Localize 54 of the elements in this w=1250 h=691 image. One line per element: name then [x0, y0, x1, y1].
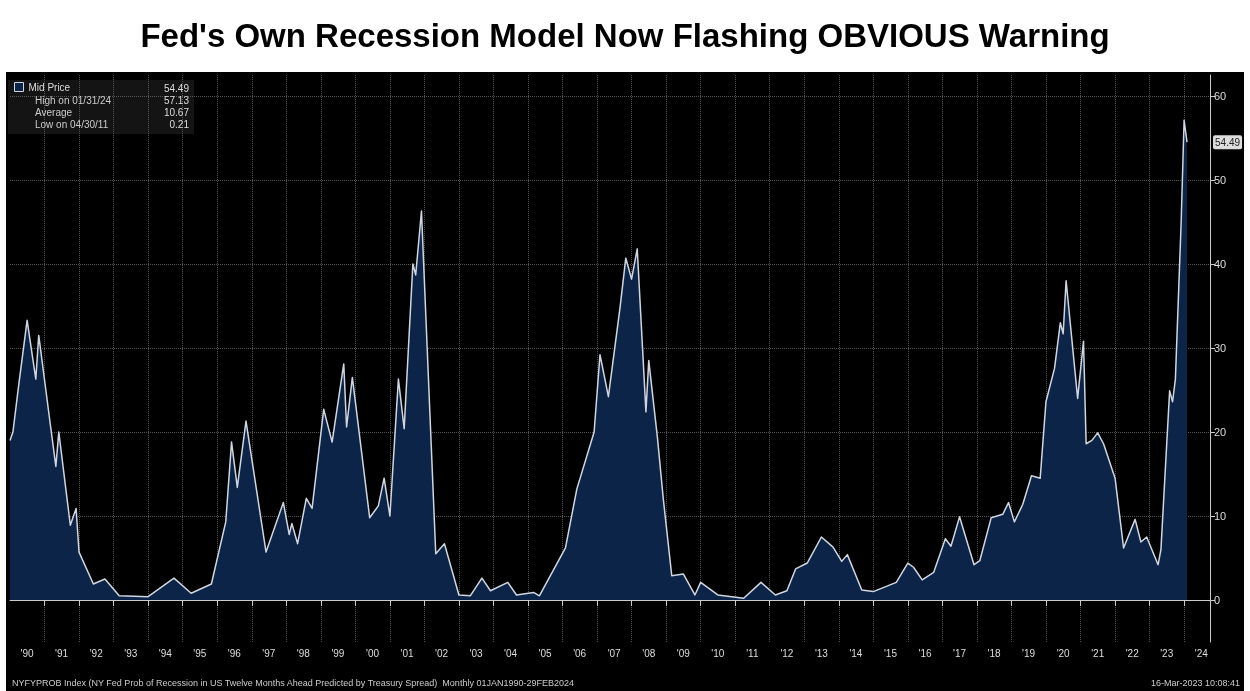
annotation: 54.49: [1215, 136, 1241, 148]
y-tick-label: 60: [1214, 90, 1227, 102]
annotation: Low on 04/30/11: [35, 118, 109, 130]
annotation: High on 01/31/24: [35, 94, 112, 106]
x-tick-label: '10: [711, 647, 725, 659]
x-tick-label: '07: [607, 647, 622, 659]
x-tick-label: '04: [504, 647, 518, 659]
x-tick-label: '94: [158, 647, 173, 659]
x-tick-label: '09: [676, 647, 691, 659]
x-tick-label: '99: [331, 647, 345, 659]
x-tick-label: '02: [434, 647, 449, 659]
y-tick-label: 0: [1214, 594, 1221, 606]
x-tick-label: '00: [365, 647, 380, 659]
x-tick-label: '24: [1194, 647, 1209, 659]
x-tick-label: '11: [746, 647, 759, 659]
x-tick-label: '93: [124, 647, 138, 659]
x-tick-label: '92: [89, 647, 104, 659]
x-tick-label: '05: [538, 647, 553, 659]
x-tick-label: '96: [227, 647, 242, 659]
x-tick-label: '15: [883, 647, 898, 659]
x-tick-label: '90: [20, 647, 35, 659]
annotation: 0.21: [169, 118, 190, 130]
x-tick-label: '01: [400, 647, 414, 659]
x-tick-label: '06: [573, 647, 587, 659]
text: NYFYPROB Index (NY Fed Prob of Recession in US Twelve Months Ahead Predicted by Treasury Spread) Monthly 01JAN1990-29FEB2024: [12, 677, 574, 688]
annotation: 10.67: [163, 106, 190, 118]
x-tick-label: '03: [469, 647, 483, 659]
chart-title: Fed's Own Recession Model Now Flashing OBVIOUS Warning: [140, 17, 1110, 54]
x-tick-label: '95: [193, 647, 207, 659]
x-tick-label: '23: [1160, 647, 1174, 659]
x-tick-label: '19: [1022, 647, 1036, 659]
y-tick-label: 40: [1214, 258, 1227, 270]
annotation: 57.13: [163, 94, 190, 106]
x-tick-label: '14: [849, 647, 863, 659]
text: 16-Mar-2023 10:08:41: [1150, 677, 1240, 688]
x-tick-label: '91: [55, 647, 69, 659]
x-tick-label: '08: [642, 647, 656, 659]
y-tick-label: 30: [1214, 342, 1227, 354]
x-tick-label: '17: [953, 647, 967, 659]
x-tick-label: '12: [780, 647, 794, 659]
x-tick-label: '21: [1091, 647, 1105, 659]
x-tick-label: '22: [1125, 647, 1140, 659]
x-tick-label: '13: [814, 647, 829, 659]
x-tick-label: '98: [296, 647, 311, 659]
y-tick-label: 10: [1214, 510, 1227, 522]
legend-label: Mid Price: [28, 81, 71, 93]
x-tick-label: '18: [987, 647, 1001, 659]
x-tick-label: '16: [918, 647, 932, 659]
annotation: 54.49: [163, 82, 190, 94]
x-tick-label: '97: [262, 647, 276, 659]
annotation: Average: [35, 106, 73, 118]
y-tick-label: 50: [1214, 174, 1227, 186]
y-tick-label: 20: [1214, 426, 1227, 438]
x-tick-label: '20: [1056, 647, 1071, 659]
